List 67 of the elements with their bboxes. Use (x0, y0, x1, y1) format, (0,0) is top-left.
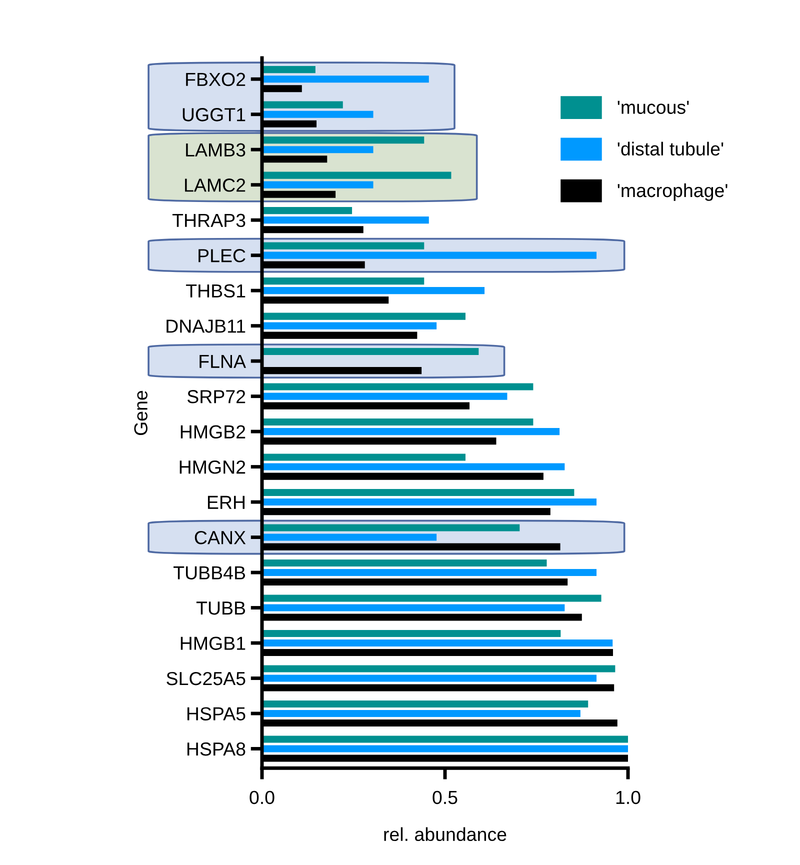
bar (262, 568, 597, 576)
bar (262, 110, 374, 118)
y-tick-label: PLEC (198, 249, 246, 262)
x-axis-title: rel. abundance (384, 827, 506, 842)
bar (262, 322, 437, 330)
bar (262, 136, 424, 144)
y-tick-label: HSPA5 (187, 707, 246, 720)
y-tick-label: LAMC2 (185, 178, 246, 192)
bar (262, 700, 588, 708)
y-axis-title: Gene (134, 390, 148, 436)
legend-label: 'distal tubule' (618, 142, 724, 156)
y-tick-label: SLC25A5 (166, 672, 246, 686)
bar (262, 524, 520, 532)
bar (262, 76, 429, 83)
bar (262, 454, 466, 461)
y-tick-label: FLNA (200, 354, 246, 368)
bar (262, 101, 343, 108)
y-tick-label: CANX (194, 530, 246, 544)
y-tick-label: FBXO2 (186, 72, 246, 86)
bar (262, 534, 437, 541)
bar (262, 665, 616, 672)
bar (262, 594, 602, 602)
bar (262, 146, 374, 154)
bar (262, 745, 628, 752)
y-tick-label: UGGT1 (182, 108, 246, 122)
y-tick-label: TUBB (196, 602, 246, 615)
bar (262, 710, 580, 718)
y-tick-label: HMGN2 (180, 460, 246, 474)
y-tick-label: HMGB2 (180, 425, 246, 439)
legend-label: 'macrophage' (618, 183, 728, 201)
bar (262, 207, 352, 214)
bar (262, 287, 485, 294)
bar (262, 172, 452, 179)
y-tick-label: THBS1 (186, 284, 246, 298)
bar (262, 348, 479, 356)
legend-label: 'mucous' (618, 100, 689, 114)
y-tick-label: TUBB4B (174, 566, 246, 580)
bar (262, 630, 561, 638)
y-tick-label: HSPA8 (187, 742, 246, 756)
bar (262, 736, 628, 743)
bar (262, 639, 613, 647)
y-tick-label: ERH (208, 496, 244, 509)
x-tick-label: 1.0 (616, 790, 640, 804)
x-tick-label: 0.5 (432, 790, 458, 804)
bar (262, 383, 534, 390)
x-tick-label: 0.0 (250, 790, 274, 804)
y-tick-label: HMGB1 (180, 636, 246, 650)
y-tick-label: THRAP3 (172, 214, 246, 228)
y-tick-label: LAMB3 (186, 143, 246, 157)
bar (262, 604, 565, 612)
bar (262, 418, 534, 426)
bar (262, 559, 547, 567)
bar (262, 488, 574, 496)
bar (262, 498, 597, 506)
y-tick-label: DNAJB11 (166, 320, 246, 333)
bar (262, 463, 565, 470)
y-tick-label: SRP72 (187, 390, 246, 404)
bar (262, 312, 466, 320)
bar (262, 242, 424, 250)
bar (262, 181, 374, 188)
bar (262, 216, 429, 224)
bar (262, 392, 508, 400)
bar (262, 252, 597, 259)
bar (262, 66, 316, 74)
bar (262, 674, 597, 682)
bar (262, 428, 560, 436)
bar (262, 278, 424, 285)
